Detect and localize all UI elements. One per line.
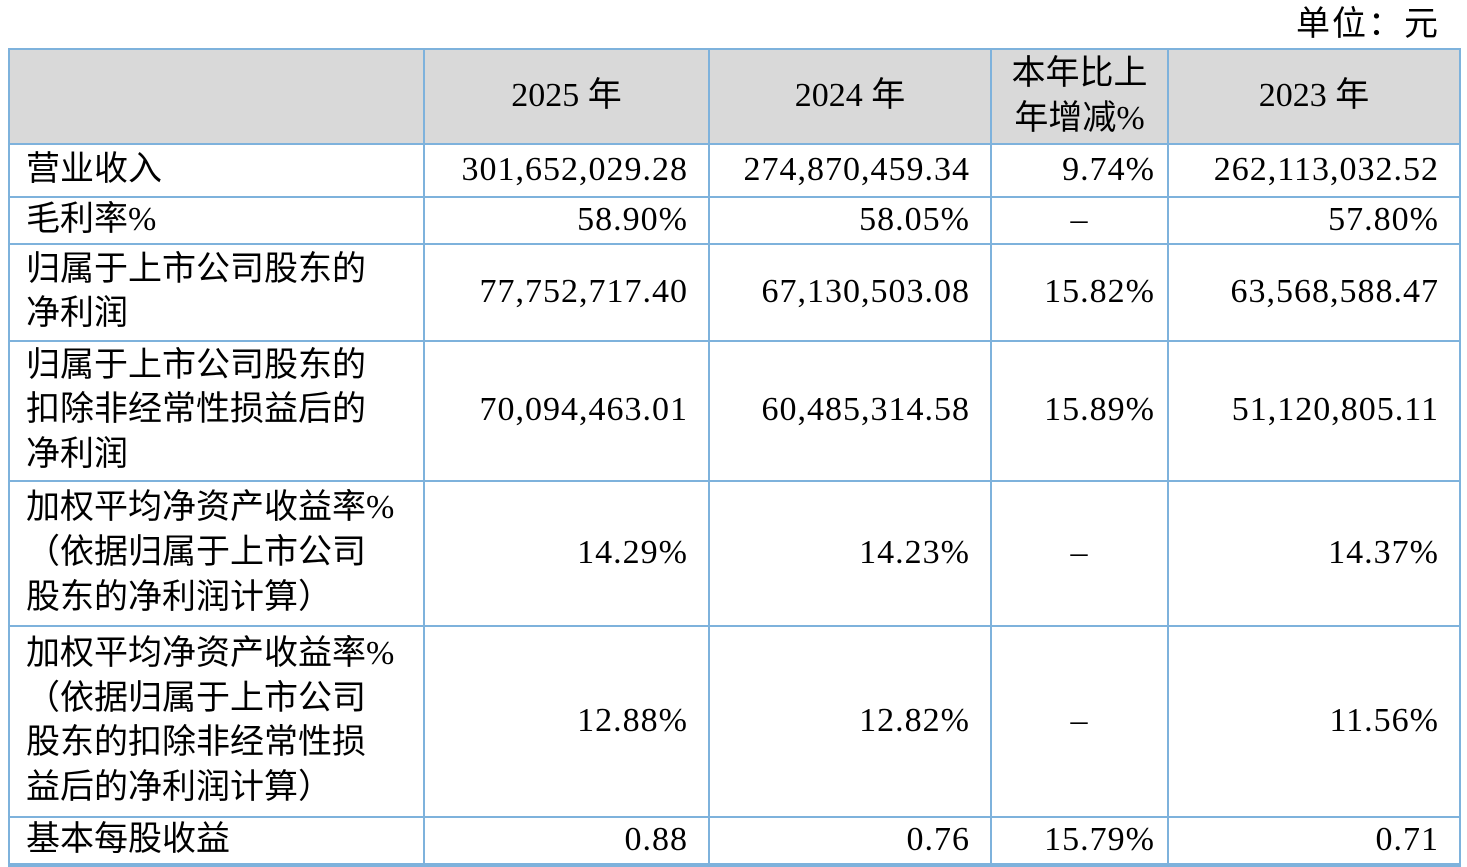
header-yoy-change: 本年比上 年增减%: [990, 48, 1169, 145]
header-2023: 2023 年: [1167, 48, 1461, 145]
financial-summary-table: 2025 年 2024 年 本年比上 年增减% 2023 年 营业收入 301,…: [8, 48, 1461, 867]
table-row-gross-margin: 毛利率% 58.90% 58.05% – 57.80%: [8, 196, 1461, 245]
value-2025: 0.88: [423, 815, 710, 866]
row-label: 归属于上市公司股东的 净利润: [8, 242, 425, 342]
table-row-weighted-roe: 加权平均净资产收益率% （依据归属于上市公司 股东的净利润计算） 14.29% …: [8, 479, 1461, 627]
header-2025: 2025 年: [423, 48, 710, 145]
value-yoy-change: 15.79%: [990, 815, 1169, 866]
row-label: 基本每股收益: [8, 815, 425, 866]
table-header: 2025 年 2024 年 本年比上 年增减% 2023 年: [8, 48, 1461, 145]
value-2024: 14.23%: [708, 479, 992, 627]
value-2024: 0.76: [708, 815, 992, 866]
value-yoy-change: –: [990, 624, 1169, 818]
value-2025: 12.88%: [423, 624, 710, 818]
value-yoy-change: –: [990, 479, 1169, 627]
value-2025: 301,652,029.28: [423, 143, 710, 198]
value-2025: 70,094,463.01: [423, 339, 710, 482]
value-2023: 262,113,032.52: [1167, 143, 1461, 198]
value-yoy-change: 15.82%: [990, 242, 1169, 342]
table-row-net-profit: 归属于上市公司股东的 净利润 77,752,717.40 67,130,503.…: [8, 242, 1461, 342]
header-metric: [8, 48, 425, 145]
value-2023: 51,120,805.11: [1167, 339, 1461, 482]
table-body: 营业收入 301,652,029.28 274,870,459.34 9.74%…: [8, 143, 1461, 866]
header-row: 2025 年 2024 年 本年比上 年增减% 2023 年: [8, 48, 1461, 145]
row-label: 加权平均净资产收益率% （依据归属于上市公司 股东的扣除非经常性损 益后的净利润…: [8, 624, 425, 818]
value-2024: 274,870,459.34: [708, 143, 992, 198]
value-2023: 11.56%: [1167, 624, 1461, 818]
value-2025: 58.90%: [423, 196, 710, 245]
value-yoy-change: 15.89%: [990, 339, 1169, 482]
value-2024: 60,485,314.58: [708, 339, 992, 482]
row-label: 归属于上市公司股东的 扣除非经常性损益后的 净利润: [8, 339, 425, 482]
value-yoy-change: 9.74%: [990, 143, 1169, 198]
value-yoy-change: –: [990, 196, 1169, 245]
value-2025: 77,752,717.40: [423, 242, 710, 342]
value-2023: 0.71: [1167, 815, 1461, 866]
header-2024: 2024 年: [708, 48, 992, 145]
row-label: 营业收入: [8, 143, 425, 198]
value-2024: 67,130,503.08: [708, 242, 992, 342]
row-label: 毛利率%: [8, 196, 425, 245]
value-2023: 14.37%: [1167, 479, 1461, 627]
row-label: 加权平均净资产收益率% （依据归属于上市公司 股东的净利润计算）: [8, 479, 425, 627]
value-2025: 14.29%: [423, 479, 710, 627]
unit-label: 单位：元: [1296, 6, 1440, 43]
table-row-weighted-roe-excl-nonrecurring: 加权平均净资产收益率% （依据归属于上市公司 股东的扣除非经常性损 益后的净利润…: [8, 624, 1461, 818]
table-row-revenue: 营业收入 301,652,029.28 274,870,459.34 9.74%…: [8, 143, 1461, 198]
table-row-basic-eps: 基本每股收益 0.88 0.76 15.79% 0.71: [8, 815, 1461, 866]
value-2023: 57.80%: [1167, 196, 1461, 245]
table-row-net-profit-excl-nonrecurring: 归属于上市公司股东的 扣除非经常性损益后的 净利润 70,094,463.01 …: [8, 339, 1461, 482]
value-2024: 58.05%: [708, 196, 992, 245]
value-2023: 63,568,588.47: [1167, 242, 1461, 342]
value-2024: 12.82%: [708, 624, 992, 818]
